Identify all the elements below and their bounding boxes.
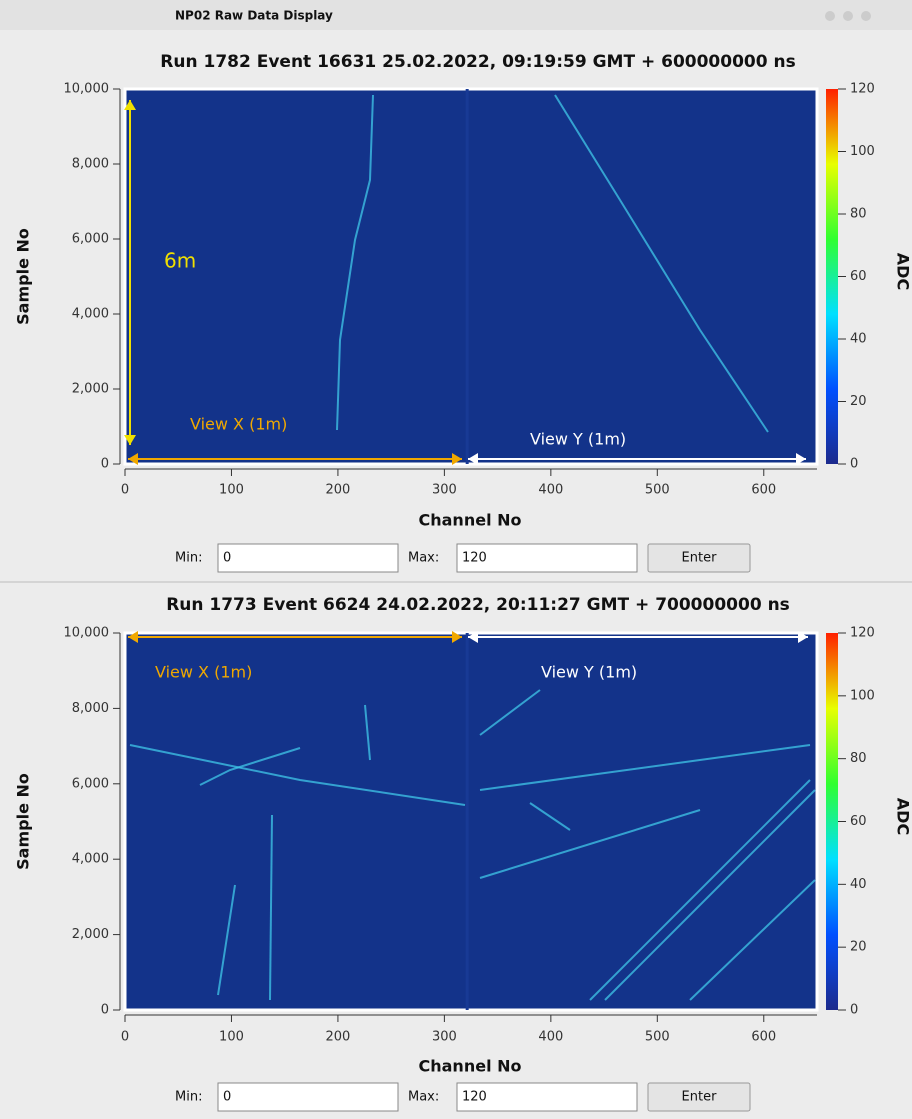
colorbar-tick-label: 100 [850,688,875,703]
colorbar-tick-label: 100 [850,144,875,159]
colorbar-tick-label: 60 [850,814,867,829]
annotation: View X (1m) [155,663,252,682]
window-title: NP02 Raw Data Display [175,9,333,23]
y-tick-label: 8,000 [72,157,109,172]
colorbar-tick-label: 40 [850,332,867,347]
max-value: 120 [462,1090,487,1105]
x-tick-label: 600 [751,1030,776,1045]
y-tick-label: 6,000 [72,232,109,247]
annotation: 6m [164,249,196,273]
min-value: 0 [223,551,231,566]
min-label: Min: [175,551,202,566]
x-tick-label: 300 [432,1030,457,1045]
title-bar [0,0,912,30]
y-tick-label: 0 [101,1003,109,1018]
x-tick-label: 200 [326,1030,351,1045]
enter-button-label: Enter [682,551,718,566]
annotation: View Y (1m) [541,663,637,682]
x-tick-label: 100 [219,483,244,498]
colorbar-tick-label: 20 [850,940,867,955]
max-value: 120 [462,551,487,566]
colorbar-tick-label: 80 [850,751,867,766]
x-tick-label: 400 [538,483,563,498]
x-axis-label: Channel No [419,1057,522,1076]
chart-title: Run 1782 Event 16631 25.02.2022, 09:19:5… [160,52,795,72]
colorbar-tick-label: 80 [850,207,867,222]
enter-button-label: Enter [682,1090,718,1105]
max-label: Max: [408,1090,439,1105]
heatmap-area [125,89,817,464]
colorbar-tick-label: 0 [850,457,858,472]
y-tick-label: 8,000 [72,701,109,716]
colorbar-tick-label: 40 [850,877,867,892]
max-label: Max: [408,551,439,566]
y-tick-label: 4,000 [72,307,109,322]
window-button[interactable] [825,11,835,21]
x-tick-label: 200 [326,483,351,498]
y-axis-label: Sample No [14,228,33,325]
colorbar-tick-label: 0 [850,1003,858,1018]
heatmap-area [125,633,817,1010]
colorbar [826,89,838,464]
y-tick-label: 4,000 [72,852,109,867]
x-tick-label: 500 [645,483,670,498]
colorbar-label: ADC [894,798,912,835]
y-tick-label: 2,000 [72,927,109,942]
colorbar-tick-label: 60 [850,269,867,284]
x-axis-label: Channel No [419,511,522,530]
y-tick-label: 0 [101,457,109,472]
colorbar-label: ADC [894,253,912,290]
min-input[interactable] [218,1083,398,1111]
colorbar-tick-label: 120 [850,82,875,97]
y-tick-label: 10,000 [64,82,110,97]
view-divider [466,633,469,1010]
view-divider [466,89,469,464]
y-axis-label: Sample No [14,773,33,870]
y-tick-label: 10,000 [64,626,110,641]
min-value: 0 [223,1090,231,1105]
x-tick-label: 600 [751,483,776,498]
x-tick-label: 0 [121,1030,129,1045]
window-button[interactable] [861,11,871,21]
colorbar-tick-label: 20 [850,394,867,409]
annotation: View Y (1m) [530,430,626,449]
chart-title: Run 1773 Event 6624 24.02.2022, 20:11:27… [166,595,790,615]
window-button[interactable] [843,11,853,21]
x-tick-label: 500 [645,1030,670,1045]
x-tick-label: 100 [219,1030,244,1045]
colorbar [826,633,838,1010]
x-tick-label: 400 [538,1030,563,1045]
colorbar-tick-label: 120 [850,626,875,641]
annotation: View X (1m) [190,415,287,434]
min-input[interactable] [218,544,398,572]
y-tick-label: 2,000 [72,382,109,397]
y-tick-label: 6,000 [72,776,109,791]
x-tick-label: 300 [432,483,457,498]
x-tick-label: 0 [121,483,129,498]
min-label: Min: [175,1090,202,1105]
